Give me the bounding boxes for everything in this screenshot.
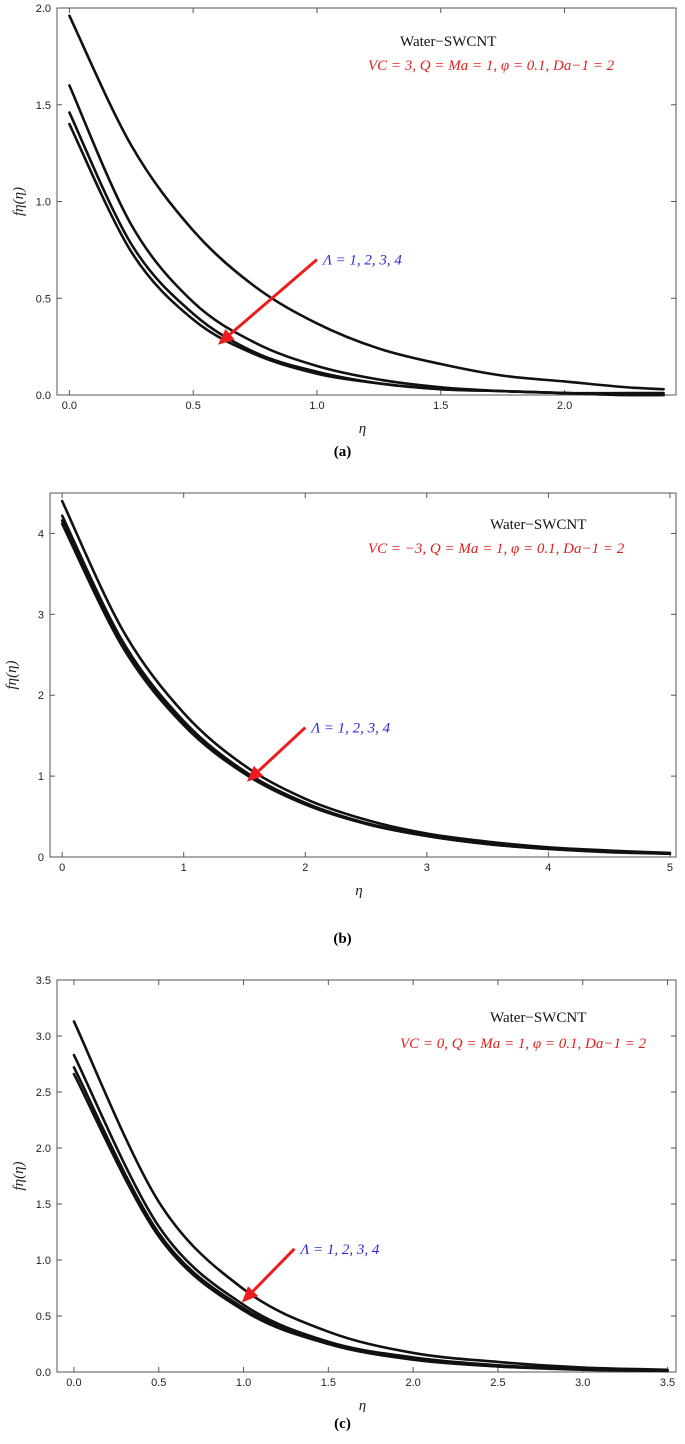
x-tick-label-b: 1 bbox=[181, 862, 187, 874]
x-tick-label-b: 3 bbox=[424, 862, 430, 874]
y-axis-title-b: fη(η) bbox=[4, 660, 20, 689]
y-tick-label-c: 3.0 bbox=[36, 1031, 51, 1043]
x-tick-label-a: 1.0 bbox=[309, 400, 324, 412]
y-tick-label-a: 0.5 bbox=[36, 293, 51, 305]
x-tick-label-b: 4 bbox=[545, 862, 551, 874]
arrow-shaft-a bbox=[229, 258, 318, 336]
y-tick-label-b: 1 bbox=[38, 771, 44, 783]
y-tick-label-c: 2.0 bbox=[36, 1143, 51, 1155]
chart-c-svg: 0.0 0.5 1.0 1.5 2.0 2.5 3.0 3.5 0.0 0.5 1.0 1.5 2.0 2… bbox=[11, 975, 677, 1412]
y-tick-label-c: 2.5 bbox=[36, 1087, 51, 1099]
chart-a-svg: 0.0 0.5 1.0 1.5 2.0 0.0 0.5 1.0 1.5 2.0 η fη(η) Λ = … bbox=[11, 3, 677, 437]
plot-frame-b bbox=[49, 492, 677, 858]
param-label-a: VC = 3, Q = Ma = 1, φ = 0.1, Da−1 = 2 bbox=[368, 58, 615, 74]
x-tick-label-c: 1.5 bbox=[321, 1377, 336, 1389]
series-line-c-4 bbox=[72, 1072, 669, 1373]
chart-panel-b: 0 1 2 3 4 5 0 1 2 3 4 η fη(η) Λ = 1, 2, 3, 4 Water−SWC… bbox=[0, 485, 685, 955]
y-axis-title-a: fη(η) bbox=[11, 187, 27, 216]
y-tick-label-b: 3 bbox=[38, 609, 44, 621]
y-tick-label-b: 4 bbox=[38, 528, 44, 540]
x-tick-label-b: 5 bbox=[667, 862, 673, 874]
y-tick-label-c: 1.5 bbox=[36, 1199, 51, 1211]
chart-b-svg: 0 1 2 3 4 5 0 1 2 3 4 η fη(η) Λ = 1, 2, 3, 4 Water−SWC… bbox=[4, 492, 677, 899]
arrow-shaft-c bbox=[251, 1247, 296, 1293]
plot-frame-c bbox=[56, 979, 677, 1373]
chart-panel-c: 0.0 0.5 1.0 1.5 2.0 2.5 3.0 3.5 0.0 0.5 1.0 1.5 2.0 2… bbox=[0, 972, 685, 1444]
fluid-label-a: Water−SWCNT bbox=[400, 34, 496, 50]
param-label-b: VC = −3, Q = Ma = 1, φ = 0.1, Da−1 = 2 bbox=[368, 541, 625, 557]
x-tick-label-c: 2.0 bbox=[405, 1377, 420, 1389]
series-line-a-1 bbox=[68, 14, 665, 391]
x-axis-title-b: η bbox=[355, 883, 362, 899]
series-line-a-4 bbox=[68, 122, 665, 397]
y-tick-label-a: 1.5 bbox=[36, 100, 51, 112]
x-tick-label-b: 2 bbox=[302, 862, 308, 874]
x-tick-label-c: 3.0 bbox=[575, 1377, 590, 1389]
x-tick-label-a: 2.0 bbox=[557, 400, 572, 412]
x-tick-label-c: 0.5 bbox=[151, 1377, 166, 1389]
x-tick-label-c: 3.5 bbox=[660, 1377, 675, 1389]
caption-a: (a) bbox=[333, 444, 352, 460]
x-tick-label-c: 2.5 bbox=[490, 1377, 505, 1389]
y-tick-label-b: 0 bbox=[38, 852, 44, 864]
series-line-b-2 bbox=[60, 514, 672, 856]
param-label-c: VC = 0, Q = Ma = 1, φ = 0.1, Da−1 = 2 bbox=[400, 1036, 647, 1052]
y-tick-label-c: 3.5 bbox=[36, 975, 51, 987]
x-axis-title-c: η bbox=[359, 1398, 366, 1412]
series-line-c-1 bbox=[72, 1020, 669, 1372]
x-tick-label-a: 0.0 bbox=[62, 400, 77, 412]
series-line-c-2 bbox=[72, 1053, 669, 1373]
caption-b: (b) bbox=[333, 931, 352, 947]
lambda-label-a: Λ = 1, 2, 3, 4 bbox=[321, 253, 402, 269]
x-tick-label-b: 0 bbox=[59, 862, 65, 874]
y-tick-label-a: 1.0 bbox=[36, 197, 51, 209]
arrow-head-a bbox=[217, 328, 235, 345]
arrow-head-c bbox=[241, 1286, 259, 1303]
x-tick-label-a: 0.5 bbox=[186, 400, 201, 412]
x-tick-label-a: 1.5 bbox=[433, 400, 448, 412]
x-tick-label-c: 0.0 bbox=[66, 1377, 81, 1389]
lambda-label-b: Λ = 1, 2, 3, 4 bbox=[309, 721, 390, 737]
y-axis-title-c: fη(η) bbox=[11, 1161, 27, 1190]
caption-c: (c) bbox=[334, 1416, 351, 1432]
y-tick-label-c: 1.0 bbox=[36, 1255, 51, 1267]
series-line-b-3 bbox=[60, 519, 672, 856]
fluid-label-c: Water−SWCNT bbox=[490, 1010, 586, 1026]
lambda-label-c: Λ = 1, 2, 3, 4 bbox=[298, 1242, 379, 1258]
y-tick-label-c: 0.0 bbox=[36, 1367, 51, 1379]
chart-panel-a: 0.0 0.5 1.0 1.5 2.0 0.0 0.5 1.0 1.5 2.0 η fη(η) Λ = … bbox=[0, 0, 685, 470]
series-line-b-4 bbox=[60, 522, 672, 856]
y-tick-label-a: 0.0 bbox=[36, 390, 51, 402]
y-tick-label-a: 2.0 bbox=[36, 3, 51, 15]
x-tick-label-c: 1.0 bbox=[236, 1377, 251, 1389]
series-line-c-3 bbox=[72, 1066, 669, 1373]
series-line-a-2 bbox=[68, 84, 665, 395]
y-tick-label-c: 0.5 bbox=[36, 1311, 51, 1323]
fluid-label-b: Water−SWCNT bbox=[490, 517, 586, 533]
y-tick-label-b: 2 bbox=[38, 690, 44, 702]
arrow-head-b bbox=[246, 765, 264, 782]
arrow-shaft-b bbox=[257, 726, 307, 772]
x-axis-title-a: η bbox=[359, 421, 366, 437]
